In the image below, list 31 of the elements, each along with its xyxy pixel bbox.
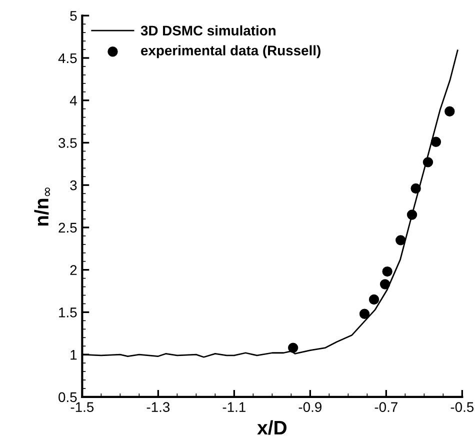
y-tick-label: 1 <box>70 350 77 360</box>
y-tick-label: 3 <box>70 180 77 190</box>
y-tick-label: 3.5 <box>58 138 77 148</box>
point <box>359 308 370 319</box>
x-tick-label: -1.1 <box>222 402 246 412</box>
x-tick-label: -0.5 <box>450 402 474 412</box>
legend-label: experimental data (Russell) <box>141 45 320 58</box>
point <box>430 136 442 147</box>
point <box>444 106 455 116</box>
point <box>368 294 380 305</box>
point <box>410 183 421 194</box>
x-tick-label: -1.3 <box>146 402 170 412</box>
y-tick-label: 1.5 <box>59 308 77 318</box>
y-tick-label: 4 <box>70 96 77 106</box>
y-tick-label: 0.5 <box>58 392 77 402</box>
x-tick-label: -1.5 <box>70 402 94 412</box>
point <box>288 342 298 353</box>
y-tick-label: 4.5 <box>58 53 77 64</box>
point <box>382 266 392 277</box>
x-tick-label: -0.7 <box>374 402 398 412</box>
point <box>406 210 418 220</box>
point <box>380 279 390 290</box>
y-tick-label: 2.5 <box>58 222 77 233</box>
legend-label: 3D DSMC simulation <box>140 25 276 36</box>
x-tick-label: -0.9 <box>298 402 322 412</box>
x-axis-title: x/D <box>257 420 286 435</box>
y-tick-label: 2 <box>70 265 77 275</box>
point <box>396 235 406 246</box>
point <box>422 157 434 168</box>
y-tick-label: 5 <box>70 11 77 21</box>
y-axis-title: n/n$_{∞}$ <box>34 188 50 226</box>
